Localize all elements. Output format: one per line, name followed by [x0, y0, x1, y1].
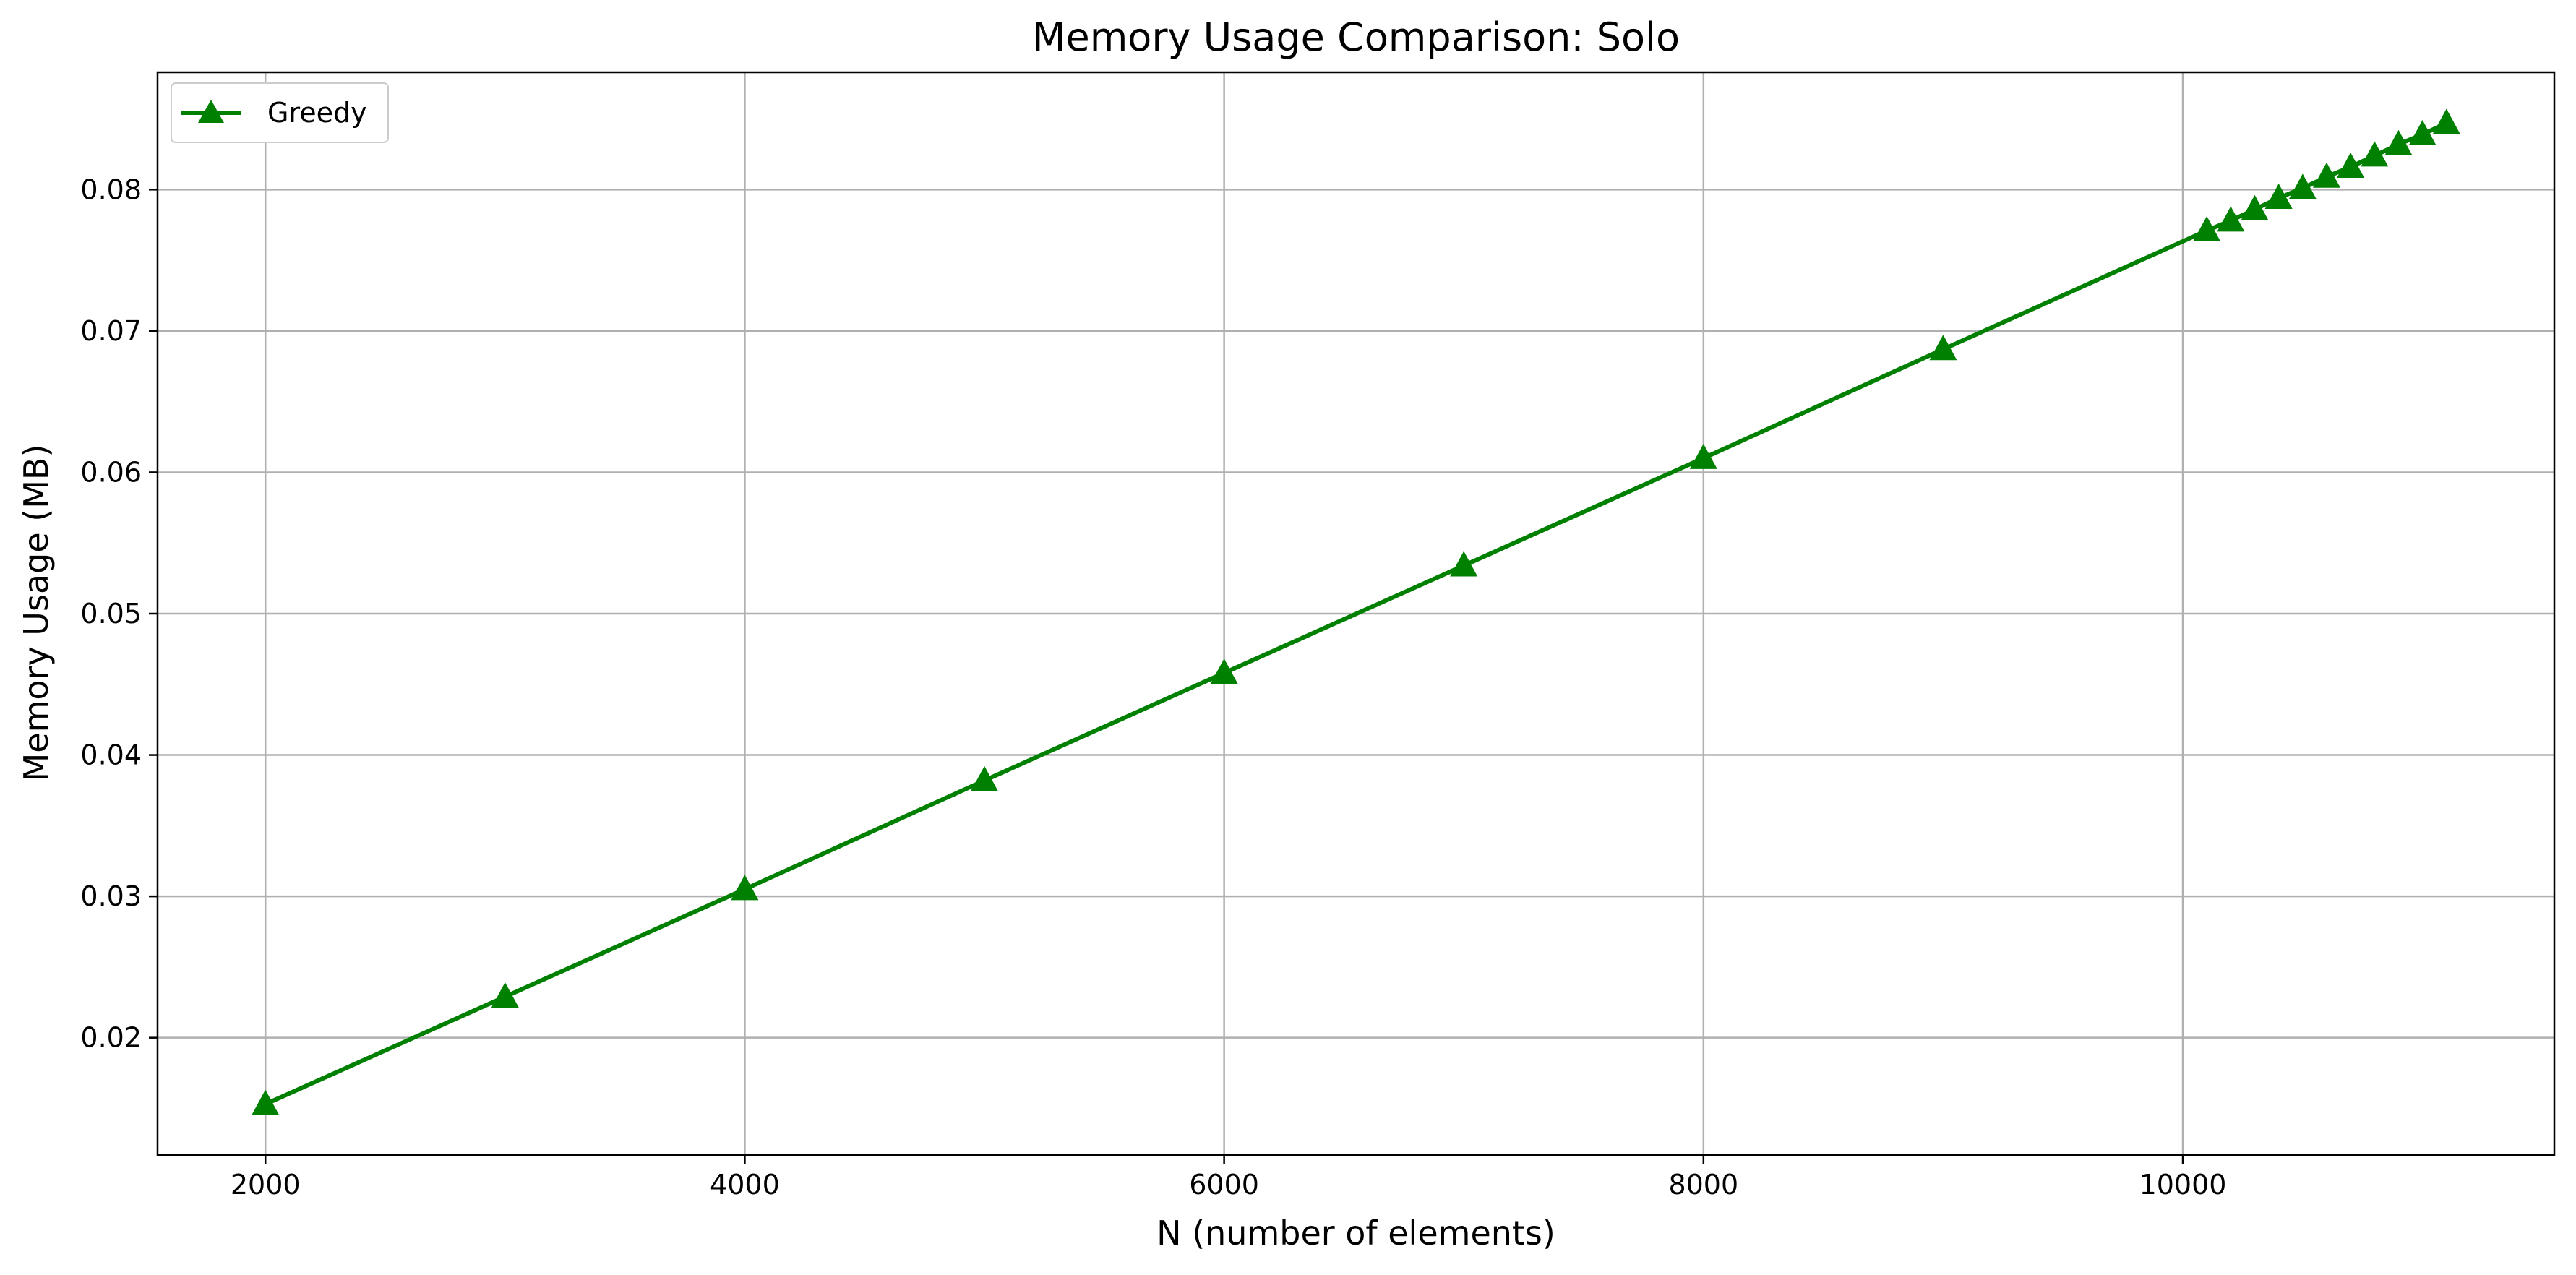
data-point-marker — [491, 982, 519, 1008]
y-tick-label: 0.05 — [80, 598, 142, 630]
y-tick-label: 0.08 — [80, 173, 142, 205]
data-point-marker — [2193, 216, 2221, 242]
x-tick-label: 10000 — [2139, 1169, 2227, 1201]
y-tick-label: 0.02 — [80, 1022, 142, 1054]
x-axis-label: N (number of elements) — [1156, 1214, 1555, 1253]
data-point-marker — [2217, 206, 2245, 232]
data-point-marker — [2264, 184, 2293, 210]
data-point-marker — [2384, 129, 2413, 155]
data-point-marker — [1450, 551, 1478, 577]
data-point-marker — [2408, 120, 2437, 146]
data-point-marker — [1929, 335, 1957, 361]
y-axis-label: Memory Usage (MB) — [17, 445, 56, 782]
data-point-marker — [1689, 443, 1717, 469]
y-tick-label: 0.06 — [80, 456, 142, 488]
data-point-marker — [2241, 194, 2269, 220]
data-point-marker — [2337, 153, 2365, 179]
data-point-marker — [2432, 108, 2460, 134]
legend: Greedy — [171, 82, 389, 143]
legend-box — [171, 82, 389, 143]
data-point-marker — [2288, 173, 2317, 199]
data-point-marker — [971, 765, 999, 791]
y-tick-label: 0.07 — [80, 315, 142, 347]
x-tick-label: 4000 — [710, 1169, 780, 1201]
plot-frame — [156, 71, 2556, 1156]
x-tick-label: 8000 — [1668, 1169, 1738, 1201]
y-tick-label: 0.04 — [80, 739, 142, 771]
x-tick-label: 6000 — [1189, 1169, 1259, 1201]
data-point-marker — [731, 875, 759, 901]
axis-ticks: 2000 4000 6000 8000 10000 0.02 0.03 0.04 0.05 0.0… — [80, 173, 2226, 1201]
data-point-marker — [2361, 141, 2389, 167]
x-tick-label: 2000 — [231, 1169, 301, 1201]
legend-label-greedy: Greedy — [267, 97, 367, 129]
series-layer — [252, 108, 2460, 1115]
legend-marker-greedy — [198, 100, 224, 123]
data-point-marker — [252, 1089, 280, 1115]
data-point-marker — [1210, 658, 1238, 684]
chart-title: Memory Usage Comparison: Solo — [1032, 14, 1680, 60]
y-tick-label: 0.03 — [80, 880, 142, 912]
data-point-marker — [2312, 162, 2340, 188]
